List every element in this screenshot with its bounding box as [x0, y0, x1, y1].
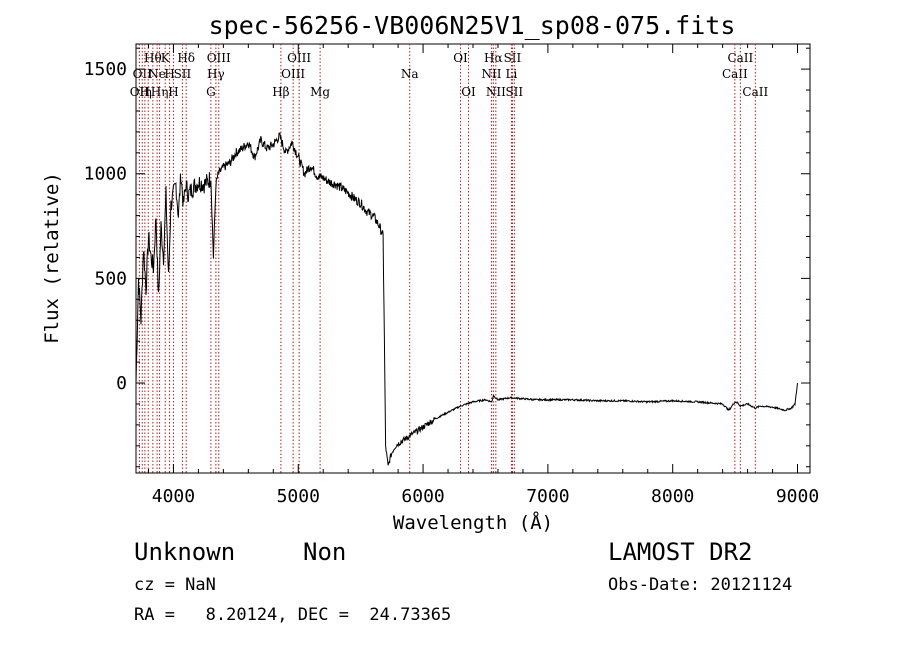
- line-marker-label: CaII: [742, 85, 768, 99]
- survey-label: LAMOST DR2: [608, 538, 753, 566]
- line-marker-label: OI: [461, 85, 476, 99]
- chart-title: spec-56256-VB006N25V1_sp08-075.fits: [209, 11, 736, 40]
- x-tick-label: 4000: [152, 486, 195, 507]
- line-marker-label: Ne: [148, 67, 166, 81]
- line-marker-label: OII: [130, 85, 150, 99]
- line-marker-label: Hα: [484, 51, 503, 65]
- y-axis-label: Flux (relative): [41, 172, 63, 344]
- line-marker-label: H: [168, 85, 178, 99]
- subclass-label: Non: [303, 538, 346, 566]
- x-tick-label: 7000: [526, 486, 569, 507]
- line-marker-label: G: [206, 85, 216, 99]
- line-marker-label: OIII: [207, 51, 231, 65]
- line-marker-label: CaII: [727, 51, 753, 65]
- line-marker-label: Hθ: [144, 51, 162, 65]
- line-marker-label: SII: [504, 51, 522, 65]
- y-tick-label: 1500: [84, 59, 127, 80]
- line-marker-label: Hδ: [177, 51, 195, 65]
- coordinates-label: RA = 8.20124, DEC = 24.73365: [134, 605, 451, 625]
- x-axis-label: Wavelength (Å): [393, 511, 553, 534]
- line-marker-label: SII: [174, 67, 192, 81]
- plot-frame: [135, 43, 811, 474]
- x-tick-label: 5000: [277, 486, 320, 507]
- obs-date-label: Obs-Date: 20121124: [608, 575, 792, 595]
- line-marker-label: NII: [486, 85, 506, 99]
- cz-label: cz = NaN: [134, 575, 216, 595]
- line-marker-label: OIII: [281, 67, 305, 81]
- x-tick-label: 6000: [401, 486, 444, 507]
- y-axis-ticks: 0 500 1000 1500: [84, 47, 810, 468]
- line-marker-label: SII: [505, 85, 523, 99]
- line-marker-label: K: [161, 51, 171, 65]
- spectrum-series-line: [135, 132, 798, 466]
- line-marker-label: OII: [133, 67, 153, 81]
- line-marker-label: OI: [453, 51, 468, 65]
- y-tick-label: 500: [94, 268, 127, 289]
- y-tick-label: 1000: [84, 164, 127, 185]
- line-marker-label: η: [145, 85, 152, 99]
- line-marker-label: Hγ: [207, 67, 225, 81]
- line-marker-label: OIII: [287, 51, 311, 65]
- x-tick-label: 9000: [776, 486, 819, 507]
- line-marker-label: Mg: [310, 85, 330, 99]
- line-marker-label: H: [140, 85, 150, 99]
- line-marker-label: Na: [401, 67, 419, 81]
- emission-line-markers: OIIOIIHηHθNeHηKHHSIIHδGHγOIIIHβOIIIOIIIM…: [130, 44, 768, 473]
- x-tick-label: 8000: [651, 486, 694, 507]
- x-axis-ticks: 4000 5000 6000 7000 8000 9000: [147, 44, 819, 507]
- line-marker-label: NII: [481, 67, 501, 81]
- class-label: Unknown: [134, 538, 235, 566]
- line-marker-label: CaII: [722, 67, 748, 81]
- line-marker-label: Hβ: [272, 85, 289, 99]
- line-marker-label: Li: [506, 67, 518, 81]
- y-tick-label: 0: [116, 373, 127, 394]
- line-marker-label: Hη: [151, 85, 169, 99]
- line-marker-label: H: [164, 67, 174, 81]
